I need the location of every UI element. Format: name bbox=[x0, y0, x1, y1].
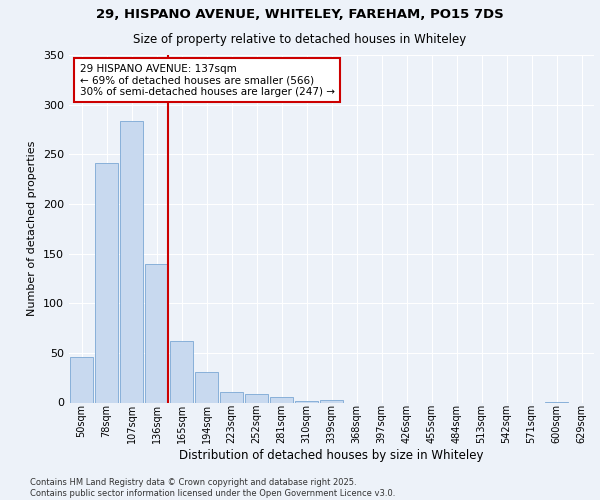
Bar bbox=[245, 394, 268, 402]
Bar bbox=[70, 357, 93, 403]
Text: Size of property relative to detached houses in Whiteley: Size of property relative to detached ho… bbox=[133, 32, 467, 46]
Bar bbox=[170, 341, 193, 402]
Y-axis label: Number of detached properties: Number of detached properties bbox=[28, 141, 37, 316]
Bar bbox=[320, 400, 343, 402]
Bar bbox=[120, 120, 143, 402]
Bar bbox=[270, 396, 293, 402]
Text: Contains HM Land Registry data © Crown copyright and database right 2025.
Contai: Contains HM Land Registry data © Crown c… bbox=[30, 478, 395, 498]
Bar bbox=[95, 163, 118, 402]
Bar bbox=[220, 392, 243, 402]
Text: 29 HISPANO AVENUE: 137sqm
← 69% of detached houses are smaller (566)
30% of semi: 29 HISPANO AVENUE: 137sqm ← 69% of detac… bbox=[79, 64, 335, 97]
Bar bbox=[195, 372, 218, 402]
Bar bbox=[145, 264, 168, 402]
Bar bbox=[295, 400, 318, 402]
Text: 29, HISPANO AVENUE, WHITELEY, FAREHAM, PO15 7DS: 29, HISPANO AVENUE, WHITELEY, FAREHAM, P… bbox=[96, 8, 504, 20]
X-axis label: Distribution of detached houses by size in Whiteley: Distribution of detached houses by size … bbox=[179, 449, 484, 462]
